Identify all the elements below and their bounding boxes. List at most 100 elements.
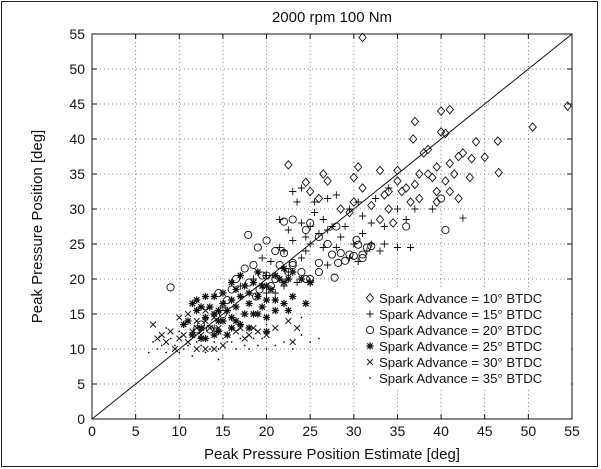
data-point-plus xyxy=(310,208,319,217)
data-point-circle xyxy=(279,217,289,226)
data-point-circle xyxy=(334,258,343,267)
y-tick-label: 50 xyxy=(69,61,85,77)
data-point-circle xyxy=(271,246,280,256)
data-point-asterisk xyxy=(262,327,271,336)
y-tick-label: 5 xyxy=(77,376,85,392)
data-point-circle xyxy=(262,271,271,280)
data-point-plus xyxy=(393,205,402,213)
data-point-diamond xyxy=(563,101,572,111)
data-point-diamond xyxy=(393,165,402,176)
data-point-dot xyxy=(160,344,163,347)
data-point-x xyxy=(210,314,218,321)
data-point-diamond xyxy=(423,144,433,155)
data-point-plus xyxy=(358,229,367,238)
data-point-asterisk xyxy=(289,268,297,276)
data-point-asterisk xyxy=(254,292,262,301)
x-tick-label: 50 xyxy=(521,423,537,439)
y-tick-label: 55 xyxy=(69,26,85,42)
data-points xyxy=(147,32,572,361)
y-tick-label: 0 xyxy=(77,411,85,427)
data-point-plus xyxy=(328,222,336,231)
data-point-x xyxy=(263,331,270,339)
data-point-dot xyxy=(169,337,172,340)
data-point-dot xyxy=(252,337,255,340)
data-point-x xyxy=(167,328,174,335)
x-tick-label: 35 xyxy=(390,423,406,439)
data-point-asterisk xyxy=(232,285,240,294)
data-point-dot xyxy=(165,351,168,354)
data-point-diamond xyxy=(432,197,441,207)
data-point-diamond xyxy=(375,165,385,176)
data-point-circle xyxy=(205,325,214,334)
data-point-circle xyxy=(345,250,354,259)
data-point-dot xyxy=(213,341,216,343)
data-point-dot xyxy=(309,341,312,343)
data-point-diamond xyxy=(445,158,455,169)
data-point-diamond xyxy=(397,186,407,197)
data-point-asterisk xyxy=(258,303,266,311)
data-point-x xyxy=(171,345,179,353)
data-point-circle xyxy=(306,218,315,228)
data-point-circle xyxy=(332,222,341,231)
data-point-circle xyxy=(275,260,284,270)
data-point-dot xyxy=(182,348,185,350)
data-point-circle xyxy=(354,240,363,249)
data-point-dot xyxy=(248,348,250,350)
data-point-circle xyxy=(166,283,175,292)
data-point-dot xyxy=(217,348,220,350)
data-point-diamond xyxy=(454,193,463,204)
data-point-x xyxy=(158,331,166,339)
data-point-asterisk xyxy=(297,275,306,283)
data-point-dot xyxy=(187,344,189,347)
data-point-circle xyxy=(352,235,361,244)
data-point-asterisk xyxy=(249,310,258,318)
data-point-dot xyxy=(261,337,264,340)
data-point-plus xyxy=(210,324,218,332)
data-point-circle xyxy=(349,251,358,260)
data-point-plus xyxy=(297,254,306,262)
data-point-dot xyxy=(235,348,237,350)
data-point-x xyxy=(180,331,187,339)
data-point-plus xyxy=(332,191,340,199)
data-point-plus xyxy=(345,205,354,213)
data-point-circle xyxy=(336,249,345,258)
data-point-plus xyxy=(267,257,275,266)
data-point-diamond xyxy=(314,193,324,204)
data-point-circle xyxy=(323,239,332,249)
data-point-plus xyxy=(324,261,332,269)
data-point-x xyxy=(197,331,205,339)
data-point-dot xyxy=(265,323,268,326)
data-point-asterisk xyxy=(232,317,240,325)
data-point-x xyxy=(219,317,227,325)
data-point-x xyxy=(219,342,227,349)
data-point-asterisk xyxy=(258,282,266,290)
data-point-x xyxy=(193,317,200,325)
data-point-x xyxy=(202,317,209,325)
data-point-asterisk xyxy=(271,296,279,304)
chart-title: 2000 rpm 100 Nm xyxy=(272,9,392,26)
data-point-dot xyxy=(204,351,207,354)
data-point-dot xyxy=(174,344,176,347)
data-point-dot xyxy=(222,337,224,340)
data-point-plus xyxy=(262,289,271,297)
data-point-dot xyxy=(200,344,202,347)
data-point-x xyxy=(184,338,192,346)
data-point-plus xyxy=(393,243,402,252)
data-point-circle xyxy=(402,222,411,231)
data-point-circle xyxy=(441,225,450,235)
data-point-asterisk xyxy=(254,268,262,276)
data-point-diamond xyxy=(358,32,367,43)
data-point-dot xyxy=(256,344,259,347)
data-point-dot xyxy=(152,341,154,343)
data-point-diamond xyxy=(415,169,424,179)
data-point-diamond xyxy=(319,169,328,179)
data-point-dot xyxy=(300,316,303,319)
data-point-x xyxy=(293,324,301,332)
data-point-diamond xyxy=(393,176,402,186)
data-point-diamond xyxy=(415,193,424,204)
data-point-circle xyxy=(327,250,337,259)
data-point-diamond xyxy=(471,136,481,147)
data-point-plus xyxy=(354,198,362,206)
